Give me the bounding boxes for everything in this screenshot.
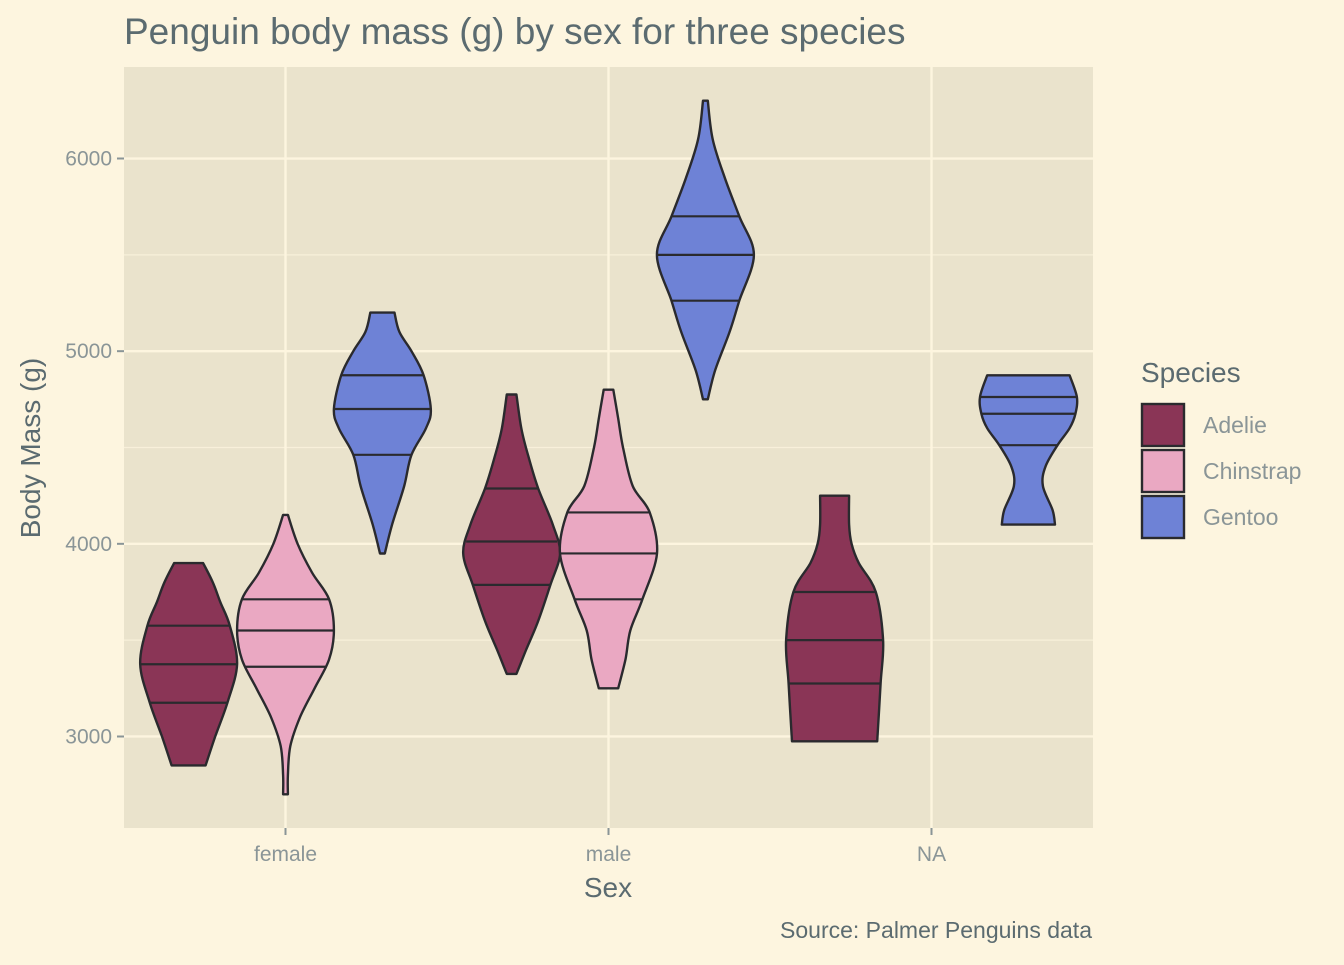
legend-label: Gentoo	[1203, 504, 1278, 530]
y-tick-label: 5000	[65, 340, 112, 363]
x-tick-label: female	[254, 843, 317, 866]
violin-adelie-na	[784, 494, 885, 743]
y-axis-title: Body Mass (g)	[15, 358, 46, 539]
legend: Species Adelie Chinstrap Gentoo	[1140, 357, 1301, 540]
x-axis-title: Sex	[584, 872, 632, 903]
legend-key-gentoo	[1140, 494, 1186, 540]
violin-chinstrap-female	[235, 513, 336, 796]
y-tick-label: 4000	[65, 533, 112, 556]
legend-label: Chinstrap	[1203, 458, 1301, 484]
y-tick-label: 3000	[65, 725, 112, 748]
violin-adelie-male	[461, 393, 562, 676]
chart-title: Penguin body mass (g) by sex for three s…	[124, 11, 906, 52]
x-axis: female male NA	[254, 828, 946, 866]
violin-gentoo-male	[655, 99, 756, 401]
chart-caption: Source: Palmer Penguins data	[780, 917, 1092, 943]
violin-gentoo-na	[978, 374, 1079, 526]
x-tick-label: NA	[917, 843, 946, 866]
legend-key-chinstrap	[1140, 448, 1186, 494]
legend-key-adelie	[1140, 402, 1186, 448]
legend-label: Adelie	[1203, 412, 1267, 438]
violin-gentoo-female	[332, 311, 433, 555]
violins	[138, 99, 1079, 796]
legend-title: Species	[1141, 357, 1241, 388]
y-tick-label: 6000	[65, 148, 112, 171]
x-tick-label: male	[586, 843, 632, 866]
y-axis: 3000 4000 5000 6000	[65, 148, 124, 748]
